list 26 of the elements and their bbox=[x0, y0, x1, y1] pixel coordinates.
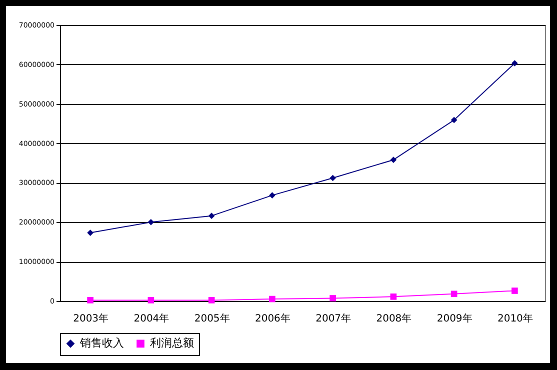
point bbox=[148, 297, 154, 304]
x-tick-label: 2010年 bbox=[497, 312, 533, 324]
point bbox=[512, 288, 518, 294]
x-tick-label: 2004年 bbox=[134, 312, 170, 324]
point bbox=[450, 290, 458, 298]
point bbox=[512, 60, 518, 66]
x-tick-label: 2006年 bbox=[254, 312, 290, 324]
point bbox=[87, 230, 94, 236]
point bbox=[208, 297, 215, 304]
x-tick-label: 2009年 bbox=[436, 312, 472, 324]
x-tick-label: 2008年 bbox=[376, 312, 412, 324]
legend-label: 利润总额 bbox=[150, 336, 194, 350]
point bbox=[269, 192, 276, 198]
x-tick-label: 2003年 bbox=[73, 312, 109, 324]
point bbox=[148, 218, 154, 226]
point bbox=[330, 174, 336, 182]
point bbox=[450, 116, 458, 124]
point bbox=[390, 294, 397, 300]
x-tick-label: 2005年 bbox=[194, 312, 230, 324]
point bbox=[330, 295, 336, 302]
legend-label: 销售收入 bbox=[79, 336, 124, 350]
point bbox=[390, 156, 397, 164]
point bbox=[269, 296, 276, 302]
point bbox=[87, 297, 94, 304]
point bbox=[208, 212, 215, 219]
x-tick-label: 2007年 bbox=[316, 312, 352, 324]
